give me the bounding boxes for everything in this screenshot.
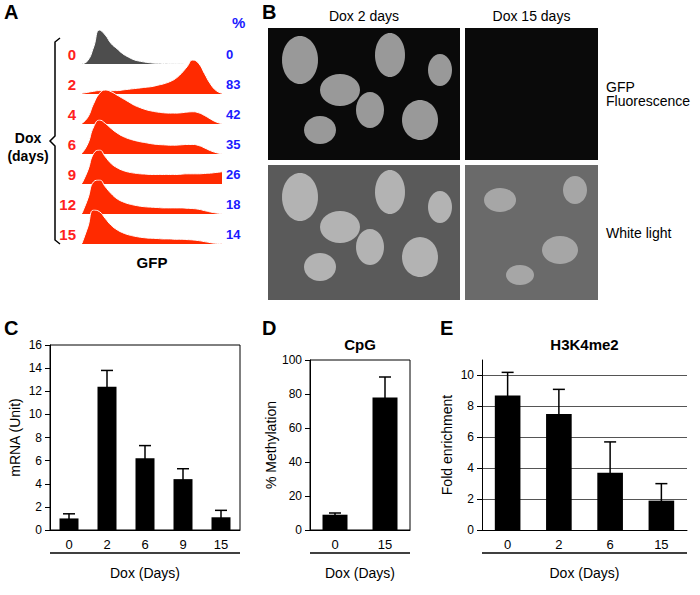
svg-text:12: 12 [59,196,76,213]
svg-text:83: 83 [226,77,240,92]
svg-text:9: 9 [179,537,186,552]
svg-text:Dox (Days): Dox (Days) [110,565,180,581]
svg-text:2: 2 [467,492,474,506]
svg-text:GFP: GFP [137,254,168,271]
svg-text:15: 15 [654,537,668,552]
svg-text:9: 9 [68,166,76,183]
svg-text:0: 0 [295,523,302,537]
svg-text:C: C [4,317,18,339]
svg-text:GFP: GFP [606,79,639,95]
svg-text:Fluorescence: Fluorescence [606,93,690,109]
svg-text:35: 35 [226,137,240,152]
svg-text:%: % [232,14,245,31]
svg-text:Dox 15 days: Dox 15 days [493,8,571,24]
svg-text:100: 100 [282,353,302,367]
svg-text:0: 0 [467,523,474,537]
svg-text:40: 40 [289,455,303,469]
svg-text:6: 6 [607,537,614,552]
svg-text:20: 20 [289,489,303,503]
svg-text:15: 15 [59,226,76,243]
svg-text:0: 0 [35,523,42,537]
svg-text:2: 2 [68,76,76,93]
svg-text:B: B [262,1,276,23]
svg-text:2: 2 [103,537,110,552]
svg-text:Dox 2 days: Dox 2 days [329,8,399,24]
svg-text:4: 4 [35,477,42,491]
svg-text:E: E [440,317,453,339]
svg-text:0: 0 [504,537,511,552]
svg-text:26: 26 [226,167,240,182]
svg-text:Fold enrichment: Fold enrichment [439,395,455,495]
svg-text:12: 12 [29,384,43,398]
svg-text:CpG: CpG [344,336,376,353]
svg-text:6: 6 [35,454,42,468]
svg-text:H3K4me2: H3K4me2 [550,336,618,353]
svg-text:White light: White light [606,225,671,241]
svg-text:18: 18 [226,197,240,212]
svg-text:15: 15 [378,537,392,552]
svg-text:0: 0 [226,47,233,62]
svg-text:D: D [262,317,276,339]
svg-text:Dox: Dox [15,130,42,146]
svg-text:0: 0 [68,46,76,63]
svg-text:6: 6 [68,136,76,153]
svg-text:6: 6 [141,537,148,552]
svg-text:% Methylation: % Methylation [263,401,279,489]
svg-text:10: 10 [461,368,475,382]
svg-text:Dox (Days): Dox (Days) [549,565,619,581]
svg-text:14: 14 [226,227,241,242]
svg-text:60: 60 [289,421,303,435]
svg-text:mRNA (Unit): mRNA (Unit) [7,398,23,477]
svg-text:16: 16 [29,338,43,352]
svg-text:0: 0 [331,537,338,552]
svg-text:2: 2 [555,537,562,552]
svg-text:14: 14 [29,361,43,375]
svg-text:(days): (days) [7,148,48,164]
svg-text:A: A [4,1,18,23]
svg-text:8: 8 [35,431,42,445]
svg-text:4: 4 [68,106,77,123]
svg-text:4: 4 [467,461,474,475]
svg-text:6: 6 [467,430,474,444]
svg-text:15: 15 [214,537,228,552]
svg-text:Dox (Days): Dox (Days) [325,565,395,581]
svg-text:0: 0 [65,537,72,552]
svg-text:2: 2 [35,500,42,514]
svg-text:42: 42 [226,107,240,122]
svg-text:8: 8 [467,399,474,413]
svg-text:10: 10 [29,407,43,421]
svg-text:80: 80 [289,387,303,401]
